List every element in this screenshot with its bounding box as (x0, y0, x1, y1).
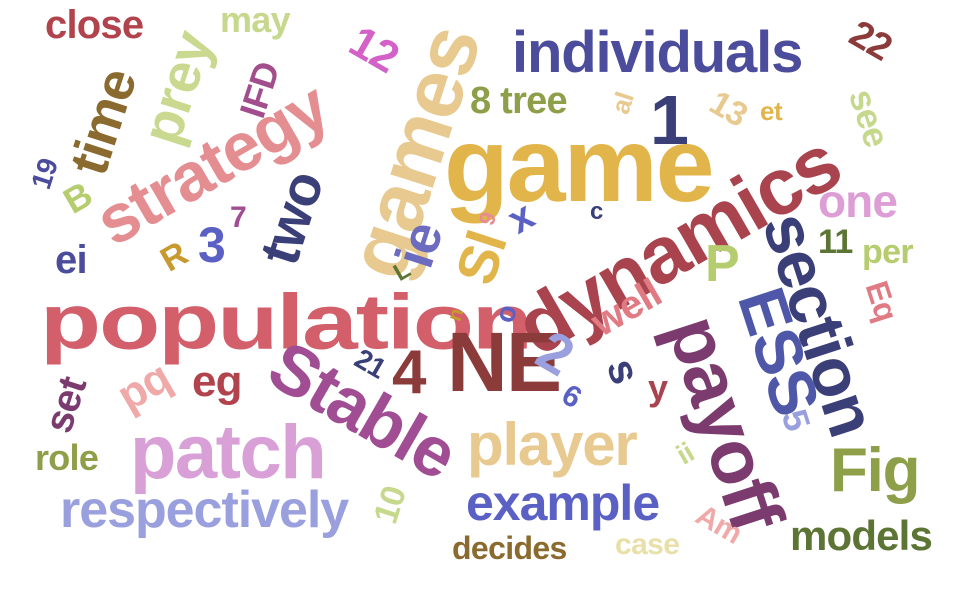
word-r: R (154, 234, 194, 280)
word-eg: eg (192, 357, 242, 406)
word-10: 10 (366, 481, 414, 529)
word-per: per (862, 233, 914, 271)
word-11: 11 (818, 223, 853, 261)
word-one: one (818, 175, 898, 227)
word-models: models (790, 512, 933, 559)
word-3: 3 (198, 217, 226, 273)
word-6: 6 (556, 378, 587, 415)
word-p: P (705, 235, 740, 293)
word-et: et (760, 96, 783, 126)
word-y: y (648, 367, 668, 408)
word-fig: Fig (830, 436, 920, 505)
word-decides: decides (452, 530, 567, 566)
word-patch: patch (130, 410, 327, 495)
word-role: role (35, 437, 99, 478)
word-see: see (840, 83, 898, 152)
word-individuals: individuals (512, 20, 803, 85)
word-time: time (58, 61, 149, 183)
word-case: case (615, 528, 680, 561)
word-respectively: respectively (60, 481, 349, 539)
word-may: may (220, 0, 291, 40)
word-set: set (36, 371, 96, 439)
word-ei: ei (55, 238, 88, 282)
word-c: c (590, 198, 603, 225)
word-two: two (246, 163, 336, 272)
word-close: close (45, 3, 144, 47)
word-7: 7 (230, 201, 247, 234)
word-eq: Eq (858, 276, 906, 326)
word-population: population (40, 278, 533, 366)
word-game: game (444, 106, 715, 224)
word-22: 22 (842, 12, 899, 70)
word-example: example (466, 475, 660, 531)
word-1: 1 (650, 81, 689, 159)
word-8-tree: 8 tree (470, 80, 568, 122)
word-4: 4 (392, 338, 426, 407)
word-player: player (467, 411, 638, 478)
word-ne: NE (447, 315, 562, 409)
word-s: s (597, 352, 650, 389)
word-b: B (56, 173, 99, 222)
